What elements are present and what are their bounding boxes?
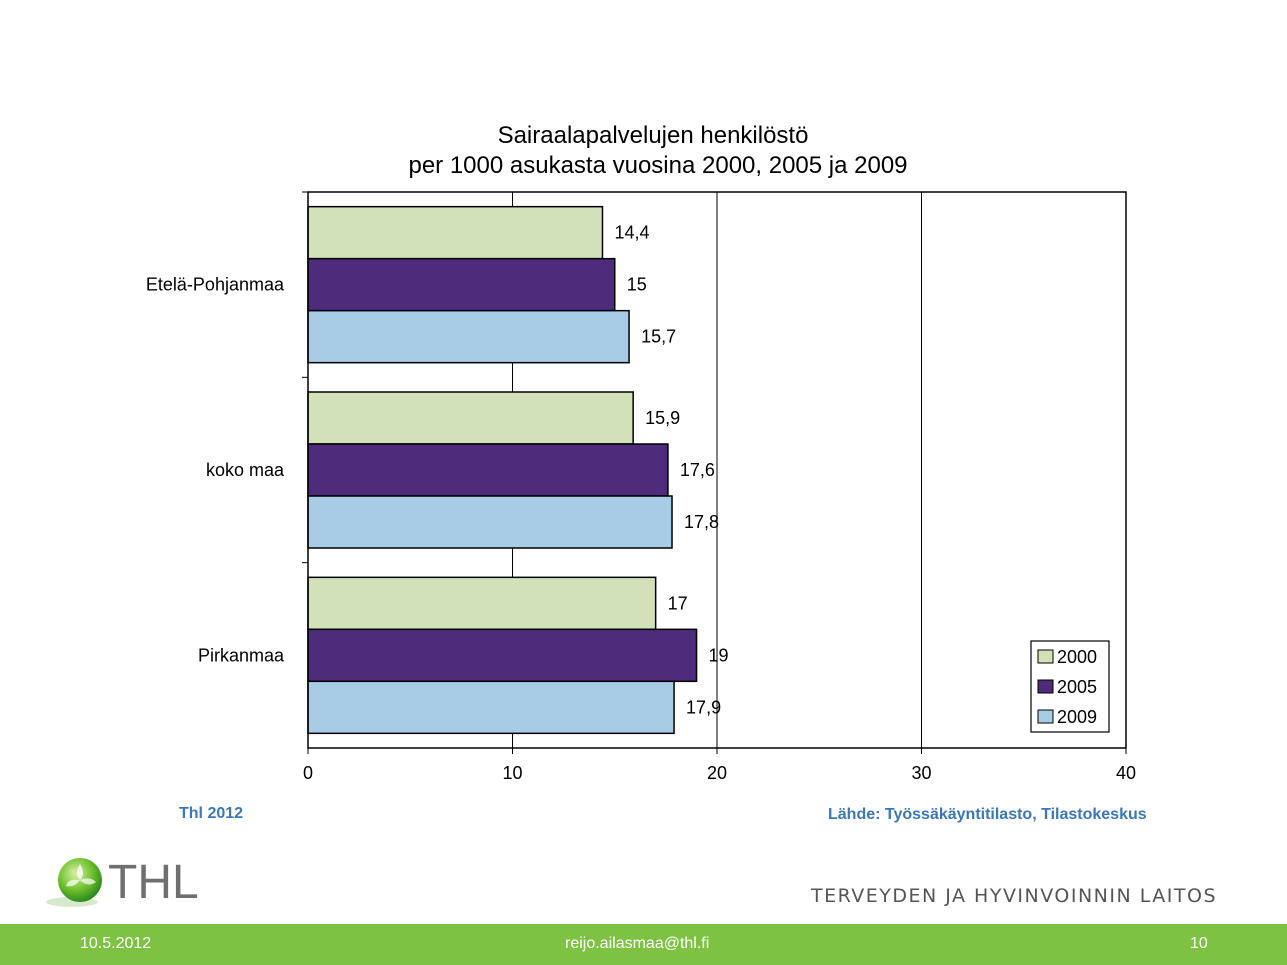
- x-tick-label: 20: [707, 763, 727, 783]
- bar-2000: [307, 391, 634, 445]
- plot-area: 0 10 20 30 40 Etelä-Pohjanmaa 14,4 15 15,7 koko m…: [146, 191, 1136, 783]
- bar-2009: [307, 495, 673, 549]
- bar-2005: [307, 628, 698, 683]
- data-label: 17: [668, 593, 688, 613]
- x-tick-label: 10: [502, 763, 522, 783]
- footer-page-number: 10: [1190, 935, 1208, 952]
- thl-logo-icon: THL: [46, 856, 199, 909]
- category-label: Pirkanmaa: [198, 645, 285, 665]
- legend-swatch: [1037, 709, 1054, 724]
- category-label: Etelä-Pohjanmaa: [146, 275, 285, 295]
- plot-border: [307, 191, 1127, 749]
- data-label: 15: [627, 275, 647, 295]
- logo-text: THL: [108, 856, 199, 909]
- legend-swatch: [1037, 649, 1054, 664]
- data-label: 19: [709, 645, 729, 665]
- legend: 2000 2005 2009: [1030, 640, 1110, 733]
- data-label: 17,8: [684, 512, 719, 532]
- bar-2005: [307, 443, 669, 497]
- footer-date: 10.5.2012: [80, 935, 152, 952]
- legend-swatch: [1037, 679, 1054, 694]
- x-tick-label: 30: [911, 763, 931, 783]
- legend-label: 2005: [1057, 677, 1097, 697]
- bar-2009: [307, 309, 630, 364]
- footer-email: reijo.ailasmaa@thl.fi: [565, 935, 710, 952]
- bar-chart: Sairaalapalvelujen henkilöstö per 1000 a…: [146, 122, 1136, 783]
- data-label: 15,9: [645, 408, 680, 428]
- bar-2005: [307, 257, 616, 312]
- source-note-left: Thl 2012: [179, 805, 244, 822]
- x-tick-label: 0: [303, 763, 313, 783]
- legend-label: 2009: [1057, 707, 1097, 727]
- x-tick-label: 40: [1116, 763, 1136, 783]
- legend-label: 2000: [1057, 647, 1097, 667]
- data-label: 17,6: [680, 460, 715, 480]
- chart-subtitle: per 1000 asukasta vuosina 2000, 2005 ja …: [408, 152, 907, 179]
- category-label: koko maa: [206, 460, 285, 480]
- data-label: 14,4: [614, 223, 649, 243]
- source-note-right: Lähde: Työssäkäyntitilasto, Tilastokesku…: [828, 806, 1147, 823]
- bar-2009: [307, 680, 675, 735]
- bar-2000: [307, 576, 657, 631]
- data-label: 15,7: [641, 327, 676, 347]
- data-label: 17,9: [686, 697, 721, 717]
- organization-name: TERVEYDEN JA HYVINVOINNIN LAITOS: [810, 885, 1217, 907]
- bar-2000: [307, 205, 604, 260]
- chart-title: Sairaalapalvelujen henkilöstö: [498, 122, 809, 149]
- thl-logo: THL: [40, 850, 230, 910]
- footer-bar: 10.5.2012 reijo.ailasmaa@thl.fi 10: [0, 924, 1287, 965]
